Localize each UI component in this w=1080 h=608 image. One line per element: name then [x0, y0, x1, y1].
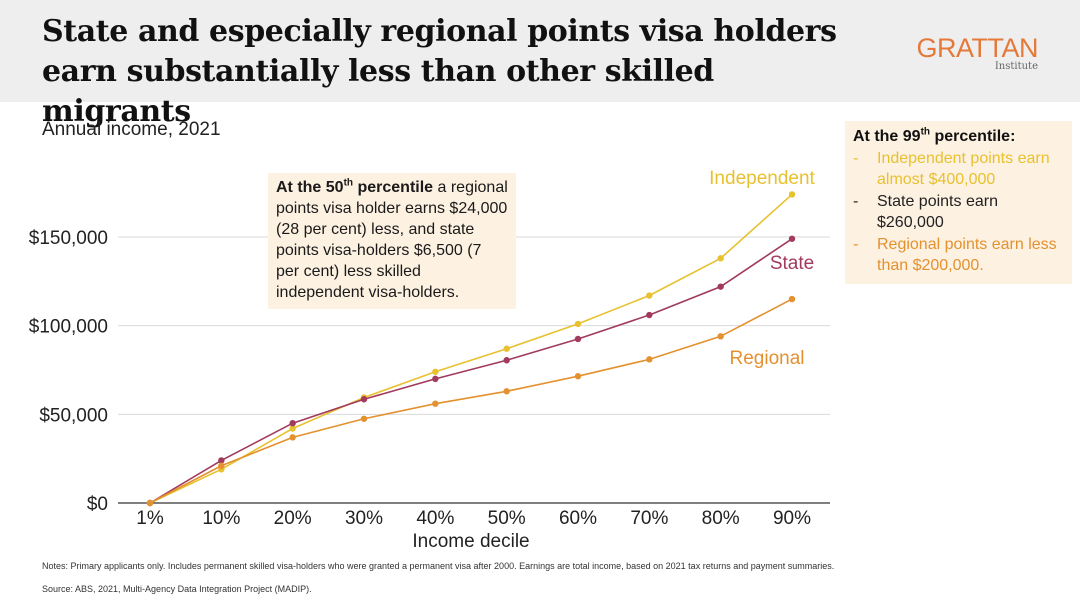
data-point-state: [360, 396, 368, 403]
data-point-independent: [646, 292, 653, 299]
y-tick-label: $100,000: [29, 317, 108, 338]
data-point-state: [289, 420, 296, 427]
data-point-regional: [360, 415, 368, 422]
x-tick-label: 40%: [416, 508, 454, 529]
x-tick-label: 90%: [773, 508, 811, 529]
data-point-state: [717, 283, 724, 290]
annotation99-heading: At the 99th percentile:: [853, 126, 1064, 148]
item-dash: -: [853, 235, 859, 253]
x-tick-label: 70%: [630, 508, 668, 529]
annotation50-sup: th: [343, 177, 354, 189]
title-line-2: earn substantially less than other skill…: [42, 54, 714, 129]
x-tick-label: 10%: [202, 508, 240, 529]
data-point-independent: [289, 425, 296, 432]
data-point-regional: [788, 295, 796, 303]
annotation-99th-percentile: At the 99th percentile: - Independent po…: [845, 121, 1072, 284]
y-tick-label: $0: [87, 494, 108, 515]
annotation99-head-sup: th: [920, 126, 931, 138]
x-axis-title: Income decile: [412, 531, 529, 552]
item-dash: -: [853, 192, 859, 210]
data-point-state: [646, 311, 653, 319]
data-point-independent: [788, 191, 796, 198]
data-point-state: [503, 357, 510, 364]
data-point-regional: [503, 388, 510, 395]
x-tick-label: 20%: [274, 508, 312, 529]
series-line-state: [149, 238, 793, 504]
annotation99-item-regional: - Regional points earn less than $200,00…: [853, 234, 1064, 277]
data-point-independent: [717, 255, 724, 262]
logo-main-text: GRATTAN: [916, 33, 1039, 63]
item-text: Regional points earn less than $200,000.: [877, 235, 1057, 275]
y-tick-label: $150,000: [29, 228, 108, 249]
annotation50-text: a regional points visa holder earns $24,…: [276, 179, 508, 301]
item-dash: -: [853, 149, 859, 167]
data-point-regional: [218, 462, 225, 469]
data-point-state: [788, 235, 796, 242]
series-label-regional: Regional: [730, 348, 805, 369]
notes-footnote: Notes: Primary applicants only. Includes…: [42, 561, 835, 571]
annotation50-bold-suffix: percentile: [353, 179, 434, 196]
data-point-independent: [574, 320, 582, 328]
annotation99-head-prefix: At the 99: [853, 128, 921, 145]
data-point-regional: [717, 333, 724, 340]
series-label-independent: Independent: [709, 168, 815, 189]
x-tick-label: 80%: [702, 508, 740, 529]
chart-subtitle: Annual income, 2021: [42, 119, 221, 140]
data-point-regional: [646, 356, 653, 363]
source-footnote: Source: ABS, 2021, Multi-Agency Data Int…: [42, 584, 312, 594]
logo-sub-text: Institute: [994, 61, 1038, 72]
grattan-logo: GRATTAN Institute: [917, 34, 1039, 72]
series-line-regional: [149, 298, 793, 504]
x-tick-label: 1%: [136, 508, 164, 529]
series-label-state: State: [770, 253, 814, 274]
x-tick-label: 30%: [345, 508, 383, 529]
title-line-1: State and especially regional points vis…: [42, 14, 837, 49]
data-point-independent: [503, 345, 510, 352]
y-tick-label: $50,000: [39, 405, 108, 426]
annotation50-bold-prefix: At the 50: [276, 179, 344, 196]
data-point-regional: [432, 400, 439, 407]
item-text: State points earn $260,000: [877, 192, 998, 232]
annotation-50th-percentile: At the 50th percentile a regional points…: [268, 173, 516, 309]
data-point-regional: [146, 499, 154, 507]
data-point-state: [218, 457, 225, 464]
x-tick-label: 50%: [488, 508, 526, 529]
annotation99-item-state: - State points earn $260,000: [853, 191, 1064, 234]
page-title: State and especially regional points vis…: [42, 12, 862, 132]
data-point-regional: [289, 434, 296, 441]
annotation99-item-independent: - Independent points earn almost $400,00…: [853, 148, 1064, 191]
header-band: State and especially regional points vis…: [0, 0, 1080, 129]
data-point-state: [432, 375, 439, 383]
data-point-state: [574, 335, 582, 343]
data-point-independent: [432, 368, 439, 375]
data-point-regional: [574, 373, 582, 380]
annotation99-head-suffix: percentile:: [930, 128, 1016, 145]
series-line-independent: [149, 193, 793, 504]
x-tick-label: 60%: [559, 508, 597, 529]
item-text: Independent points earn almost $400,000: [877, 149, 1050, 189]
